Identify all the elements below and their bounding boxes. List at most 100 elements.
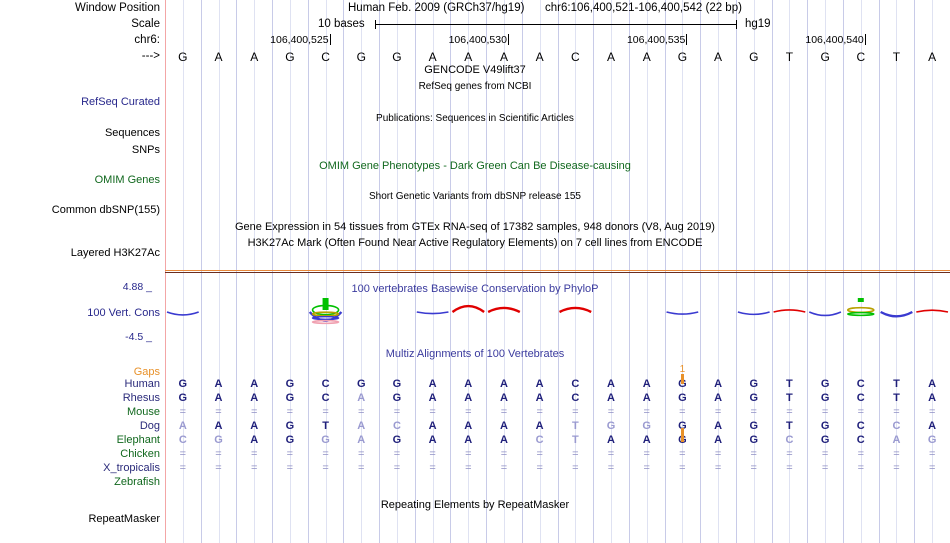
track-description[interactable]: H3K27Ac Mark (Often Found Near Active Re… bbox=[247, 237, 703, 249]
track-description[interactable]: Publications: Sequences in Scientific Ar… bbox=[376, 113, 574, 124]
track-label-gaps[interactable]: Gaps bbox=[133, 366, 160, 378]
left-boundary-line bbox=[165, 0, 166, 543]
alignment-base: T bbox=[322, 420, 329, 432]
grid-line bbox=[629, 0, 630, 543]
track-label-snps[interactable]: SNPs bbox=[131, 144, 160, 156]
alignment-gap-mark: = bbox=[179, 462, 187, 474]
track-label-100-vert-cons[interactable]: 100 Vert. Cons bbox=[87, 307, 160, 319]
alignment-gap-mark: = bbox=[893, 462, 900, 474]
grid-line bbox=[879, 0, 880, 543]
species-label-mouse[interactable]: Mouse bbox=[126, 406, 160, 418]
track-description[interactable]: Short Genetic Variants from dbSNP releas… bbox=[369, 191, 581, 202]
track-label-omim-genes[interactable]: OMIM Genes bbox=[94, 174, 160, 186]
species-label-dog[interactable]: Dog bbox=[139, 420, 160, 432]
phylop-logo-bar bbox=[322, 298, 329, 310]
species-label-rhesus[interactable]: Rhesus bbox=[122, 392, 160, 404]
track-label-refseq-curated[interactable]: RefSeq Curated bbox=[81, 96, 160, 108]
reference-base: G bbox=[285, 50, 295, 64]
reference-base: A bbox=[928, 50, 937, 64]
alignment-base: A bbox=[928, 378, 937, 390]
grid-line bbox=[843, 0, 844, 543]
region-coordinates[interactable]: chr6:106,400,521-106,400,542 (22 bp) bbox=[545, 2, 742, 14]
track-description[interactable]: OMIM Gene Phenotypes - Dark Green Can Be… bbox=[319, 160, 631, 172]
track-description[interactable]: 100 vertebrates Basewise Conservation by… bbox=[351, 283, 599, 295]
alignment-base: C bbox=[321, 378, 330, 390]
alignment-base: G bbox=[820, 392, 830, 404]
alignment-row-zebrafish bbox=[0, 476, 950, 489]
phylop-bar bbox=[451, 304, 485, 313]
alignment-gap-mark: = bbox=[322, 462, 329, 474]
alignment-gap-mark: = bbox=[286, 462, 294, 474]
alignment-base: G bbox=[642, 420, 651, 432]
grid-line-minor bbox=[183, 0, 184, 543]
alignment-gap-mark: = bbox=[786, 406, 793, 418]
scale-text: 10 bases bbox=[318, 18, 365, 30]
track-label-repeatmasker[interactable]: RepeatMasker bbox=[88, 513, 160, 525]
grid-line bbox=[522, 0, 523, 543]
phylop-logo-segment bbox=[311, 319, 340, 325]
alignment-gap-mark: = bbox=[286, 406, 294, 418]
gap-count-label: 1 bbox=[679, 364, 686, 375]
alignment-gap-mark: = bbox=[821, 448, 829, 460]
reference-base: A bbox=[642, 50, 651, 64]
alignment-base: G bbox=[285, 392, 295, 404]
alignment-base: G bbox=[820, 378, 830, 390]
species-label-zebrafish[interactable]: Zebrafish bbox=[114, 476, 160, 488]
grid-line bbox=[272, 0, 273, 543]
scale-bar bbox=[375, 20, 737, 29]
track-label-sequences[interactable]: Sequences bbox=[104, 127, 160, 139]
alignment-gap-mark: = bbox=[714, 448, 722, 460]
ruler-tick bbox=[508, 34, 509, 45]
gap-marker-elephant bbox=[680, 428, 684, 442]
alignment-base: G bbox=[749, 420, 759, 432]
phylop-bar bbox=[916, 309, 949, 313]
alignment-row-mouse: = = = = = = = = = = = = = = = = = = = = = = bbox=[0, 406, 950, 419]
alignment-base: G bbox=[392, 434, 402, 446]
grid-line bbox=[807, 0, 808, 543]
reference-base: A bbox=[714, 50, 723, 64]
alignment-base: A bbox=[464, 392, 473, 404]
species-label-human[interactable]: Human bbox=[124, 378, 160, 390]
track-description[interactable]: GENCODE V49lift37 bbox=[424, 64, 526, 76]
alignment-base: A bbox=[357, 420, 366, 432]
alignment-gap-mark: = bbox=[928, 462, 936, 474]
track-label-layered-h3k27ac[interactable]: Layered H3K27Ac bbox=[70, 247, 160, 259]
alignment-base: C bbox=[856, 392, 865, 404]
alignment-gap-mark: = bbox=[857, 406, 864, 418]
reference-base: G bbox=[677, 50, 688, 64]
alignment-base: A bbox=[892, 434, 901, 446]
alignment-gap-mark: = bbox=[857, 462, 864, 474]
alignment-base: C bbox=[571, 378, 580, 390]
alignment-gap-mark: = bbox=[572, 406, 579, 418]
grid-line-minor bbox=[540, 0, 541, 543]
scale-label: Scale bbox=[131, 18, 160, 30]
species-label-x_tropicalis[interactable]: X_tropicalis bbox=[103, 462, 160, 474]
alignment-gap-mark: = bbox=[536, 462, 543, 474]
assembly-name[interactable]: Human Feb. 2009 (GRCh37/hg19) bbox=[348, 2, 525, 14]
track-description[interactable]: Gene Expression in 54 tissues from GTEx … bbox=[235, 221, 715, 233]
alignment-base: G bbox=[321, 434, 330, 446]
alignment-base: A bbox=[607, 392, 615, 404]
phylop-conservation-plot[interactable] bbox=[165, 274, 950, 346]
grid-line bbox=[665, 0, 666, 543]
track-description[interactable]: RefSeq genes from NCBI bbox=[418, 81, 532, 92]
alignment-base: C bbox=[178, 434, 187, 446]
grid-line-minor bbox=[825, 0, 826, 543]
grid-line-minor bbox=[754, 0, 755, 543]
phylop-bar bbox=[773, 309, 806, 313]
grid-line-minor bbox=[290, 0, 291, 543]
alignment-base: G bbox=[392, 378, 402, 390]
track-label-common-dbsnp-155[interactable]: Common dbSNP(155) bbox=[51, 204, 160, 216]
species-label-elephant[interactable]: Elephant bbox=[116, 434, 160, 446]
phylop-svg bbox=[166, 298, 949, 325]
alignment-base: T bbox=[786, 378, 793, 390]
alignment-gap-mark: = bbox=[821, 406, 829, 418]
grid-line bbox=[486, 0, 487, 543]
track-description[interactable]: Repeating Elements by RepeatMasker bbox=[380, 499, 570, 511]
alignment-gap-mark: = bbox=[893, 406, 900, 418]
track-description[interactable]: Multiz Alignments of 100 Vertebrates bbox=[385, 348, 565, 360]
alignment-base: A bbox=[178, 420, 187, 432]
species-label-chicken[interactable]: Chicken bbox=[120, 448, 160, 460]
alignment-base: C bbox=[856, 378, 865, 390]
